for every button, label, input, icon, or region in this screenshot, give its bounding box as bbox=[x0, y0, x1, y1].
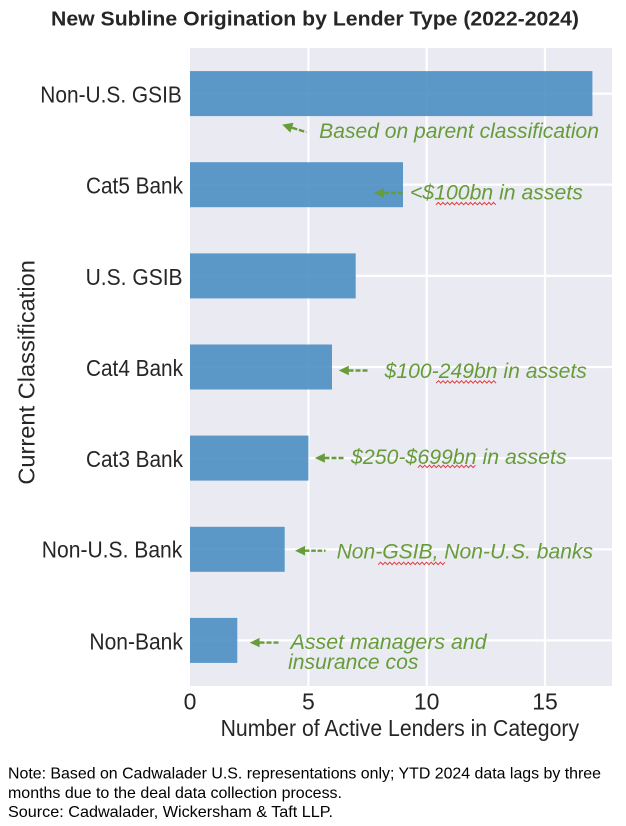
svg-text:<$100bn in assets: <$100bn in assets bbox=[410, 182, 583, 205]
svg-text:10: 10 bbox=[414, 689, 440, 715]
svg-text:Non-GSIB, Non-U.S. banks: Non-GSIB, Non-U.S. banks bbox=[337, 541, 594, 564]
svg-text:Number of Active Lenders in Ca: Number of Active Lenders in Category bbox=[221, 715, 580, 741]
svg-text:5: 5 bbox=[302, 689, 315, 715]
svg-text:Asset managers and: Asset managers and bbox=[289, 631, 489, 654]
svg-text:$100-249bn in assets: $100-249bn in assets bbox=[384, 360, 588, 383]
svg-text:Cat5 Bank: Cat5 Bank bbox=[86, 173, 183, 199]
svg-text:insurance cos: insurance cos bbox=[288, 651, 419, 674]
svg-text:Cat3 Bank: Cat3 Bank bbox=[86, 446, 183, 472]
svg-text:Note: Based on Cadwalader U.S.: Note: Based on Cadwalader U.S. represent… bbox=[8, 766, 601, 783]
svg-text:Non-U.S. GSIB: Non-U.S. GSIB bbox=[40, 82, 182, 108]
svg-text:Non-Bank: Non-Bank bbox=[89, 628, 183, 654]
svg-text:Source: Cadwalader, Wickersham: Source: Cadwalader, Wickersham & Taft LL… bbox=[8, 804, 333, 821]
svg-text:U.S. GSIB: U.S. GSIB bbox=[86, 264, 183, 290]
svg-text:0: 0 bbox=[184, 689, 197, 715]
svg-text:$250-$699bn in assets: $250-$699bn in assets bbox=[350, 446, 567, 469]
svg-text:15: 15 bbox=[532, 689, 558, 715]
svg-text:Current Classification: Current Classification bbox=[13, 260, 39, 485]
svg-text:Cat4 Bank: Cat4 Bank bbox=[86, 355, 183, 381]
svg-text:Based on parent classification: Based on parent classification bbox=[319, 120, 599, 143]
svg-text:New Subline Origination by Len: New Subline Origination by Lender Type (… bbox=[51, 8, 579, 30]
svg-text:months due to the deal data co: months due to the deal data collection p… bbox=[8, 785, 342, 802]
svg-text:Non-U.S. Bank: Non-U.S. Bank bbox=[42, 537, 183, 563]
